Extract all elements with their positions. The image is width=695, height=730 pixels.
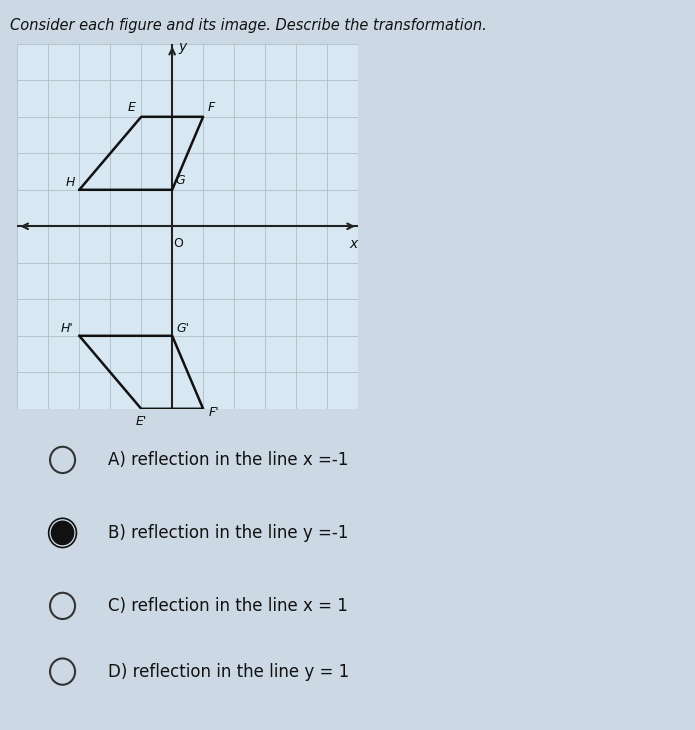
- Text: G: G: [175, 174, 185, 187]
- Text: E': E': [136, 415, 147, 428]
- Text: B) reflection in the line y =-1: B) reflection in the line y =-1: [108, 524, 348, 542]
- Text: E: E: [128, 101, 136, 114]
- Text: G': G': [177, 322, 190, 335]
- Text: A) reflection in the line x =-1: A) reflection in the line x =-1: [108, 451, 348, 469]
- Text: D) reflection in the line y = 1: D) reflection in the line y = 1: [108, 663, 349, 680]
- Text: H: H: [65, 176, 74, 189]
- Text: C) reflection in the line x = 1: C) reflection in the line x = 1: [108, 597, 348, 615]
- Text: F': F': [208, 406, 220, 419]
- Text: O: O: [173, 237, 183, 250]
- Text: Consider each figure and its image. Describe the transformation.: Consider each figure and its image. Desc…: [10, 18, 487, 34]
- Text: H': H': [60, 322, 73, 335]
- Text: F: F: [207, 101, 215, 114]
- Text: x: x: [349, 237, 357, 251]
- Text: y: y: [179, 40, 187, 55]
